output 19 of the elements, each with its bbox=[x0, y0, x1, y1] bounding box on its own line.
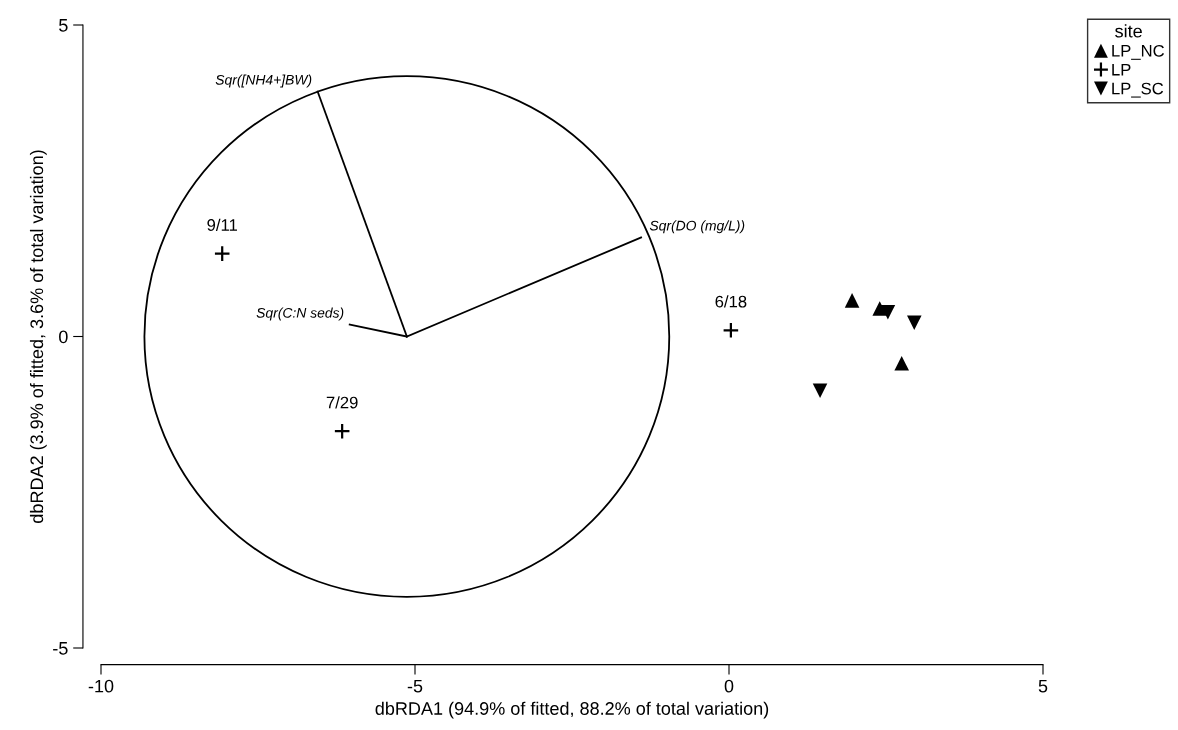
legend-title: site bbox=[1115, 24, 1142, 38]
annotation: Sqr([NH4+]BW) bbox=[215, 74, 312, 88]
legend-label: LP_SC bbox=[1112, 82, 1164, 98]
annotation: Sqr(DO (mg/L)) bbox=[649, 220, 745, 234]
x-tick-label: -10 bbox=[88, 679, 114, 693]
x-axis-title: dbRDA1 (94.9% of fitted, 88.2% of total variation) bbox=[375, 701, 769, 719]
legend-label: LP bbox=[1112, 63, 1131, 76]
annotation: 9/11 bbox=[207, 218, 237, 231]
annotation: Sqr(C:N seds) bbox=[256, 307, 344, 321]
annotation: 6/18 bbox=[715, 295, 747, 308]
y-tick-label: 0 bbox=[59, 330, 68, 344]
x-tick-label: 5 bbox=[1038, 679, 1048, 693]
x-tick-label: 0 bbox=[724, 679, 734, 693]
y-tick-label: -5 bbox=[53, 642, 68, 655]
annotation: 7/29 bbox=[326, 396, 358, 409]
y-tick-label: 5 bbox=[59, 19, 68, 32]
legend-label: LP_NC bbox=[1112, 44, 1165, 60]
y-axis-title: dbRDA2 (3.9% of fitted, 3.6% of total variation) bbox=[29, 150, 47, 523]
x-tick-label: -5 bbox=[407, 679, 423, 693]
